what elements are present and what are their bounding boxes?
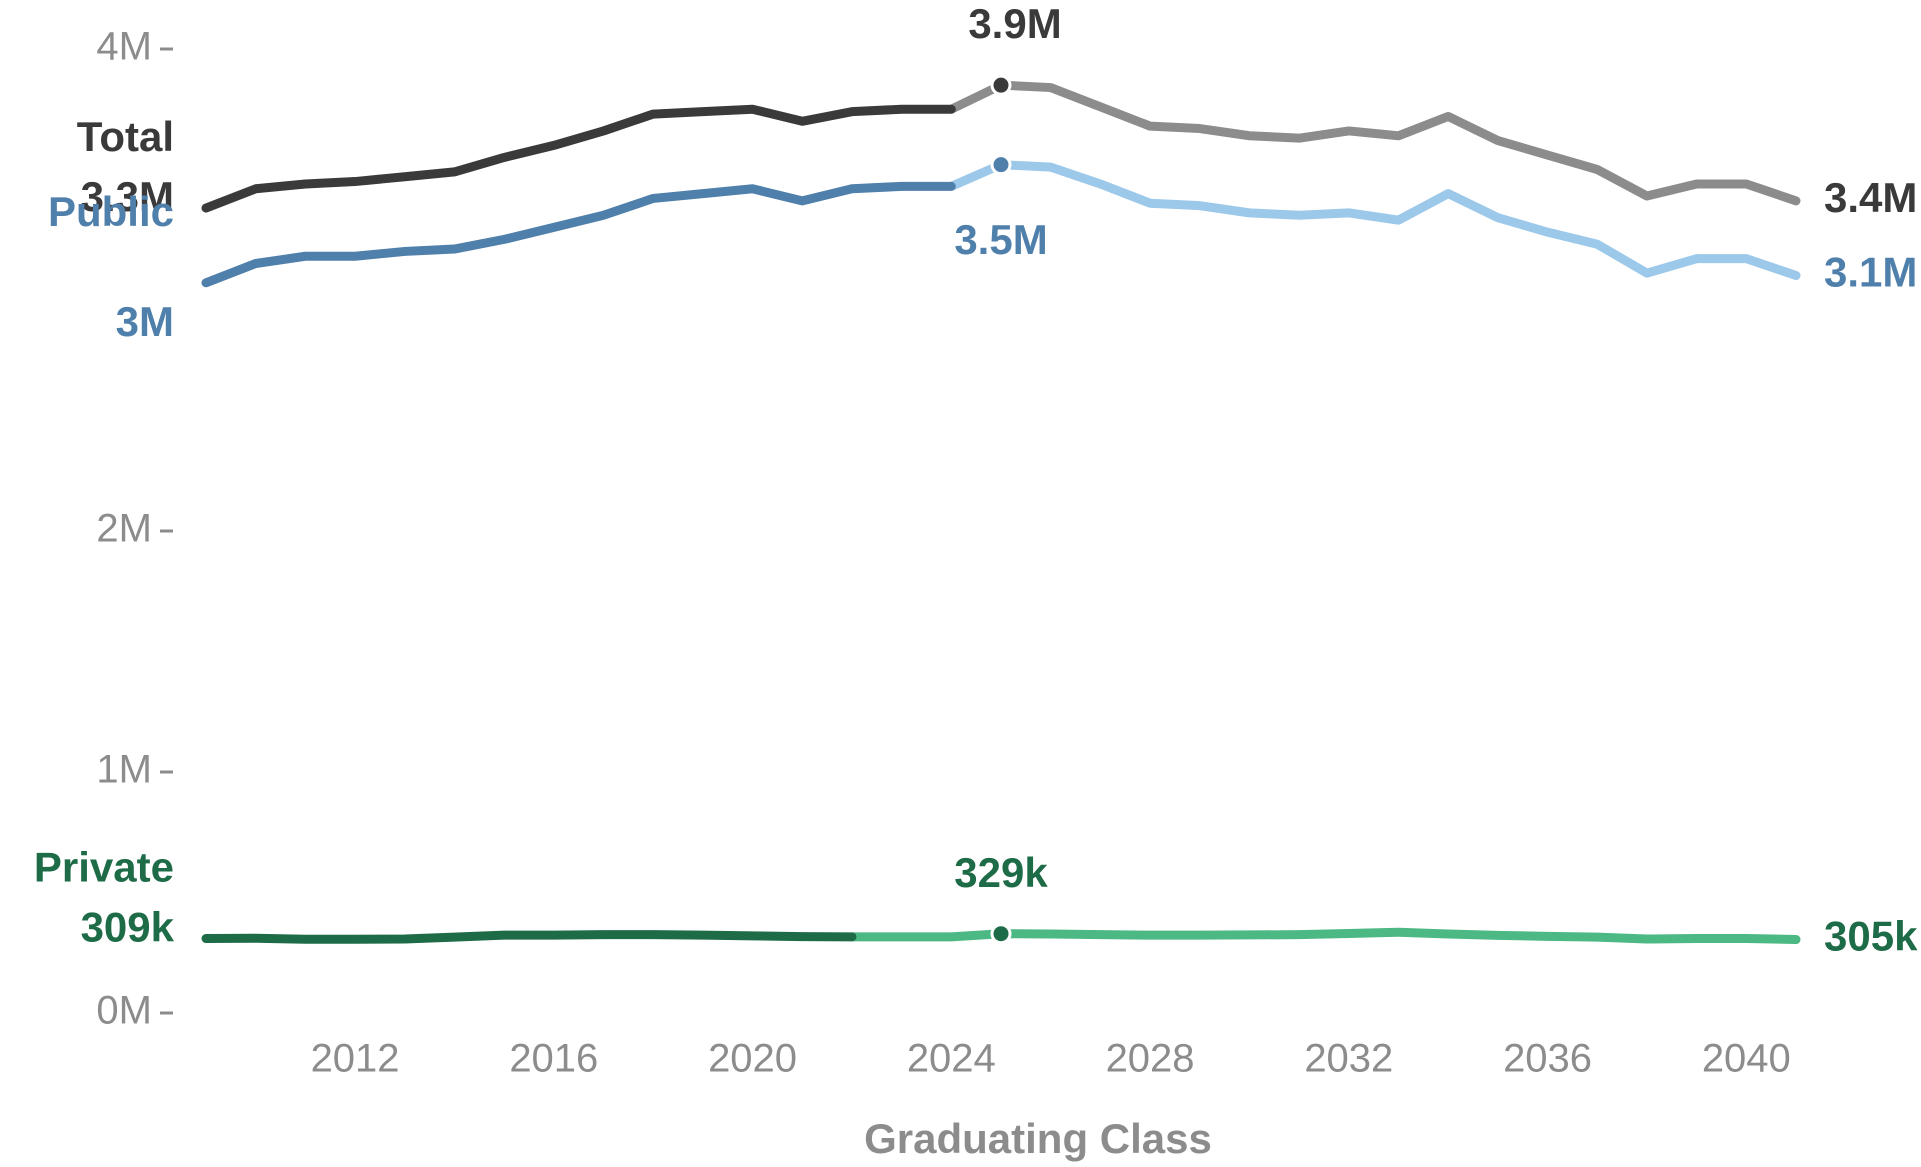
value-label: 3.5M [954, 216, 1047, 263]
series-name: Public [48, 188, 174, 235]
y-tick-label: 4M [96, 25, 152, 69]
series-name: Private [34, 844, 174, 891]
x-axis-title: Graduating Class [864, 1115, 1212, 1162]
x-tick-label: 2032 [1304, 1037, 1393, 1081]
actual-line [201, 104, 956, 213]
actual-line [201, 181, 956, 288]
y-tick-label: 0M [96, 989, 152, 1033]
point [990, 154, 1012, 176]
value-label: 329k [954, 849, 1048, 896]
series-name: Total [77, 113, 174, 160]
value-label: 3M [116, 298, 174, 345]
value-label: 305k [1824, 913, 1918, 960]
y-tick-label: 2M [96, 507, 152, 551]
y-tick-label: 1M [96, 748, 152, 792]
value-label: 3.4M [1824, 174, 1917, 221]
actual-line [201, 930, 857, 944]
x-tick-label: 2016 [509, 1037, 598, 1081]
x-tick-label: 2024 [907, 1037, 996, 1081]
point [990, 923, 1012, 945]
x-tick-label: 2020 [708, 1037, 797, 1081]
x-tick-label: 2036 [1503, 1037, 1592, 1081]
projected-line [946, 160, 1801, 281]
projected-line [946, 80, 1801, 206]
value-label: 309k [81, 904, 175, 951]
x-tick-label: 2040 [1702, 1037, 1791, 1081]
value-label: 3.3M [81, 173, 174, 220]
value-label: 3.1M [1824, 249, 1917, 296]
x-tick-label: 2028 [1106, 1037, 1195, 1081]
point [990, 74, 1012, 96]
x-tick-label: 2012 [311, 1037, 400, 1081]
value-label: 3.9M [968, 0, 1061, 47]
